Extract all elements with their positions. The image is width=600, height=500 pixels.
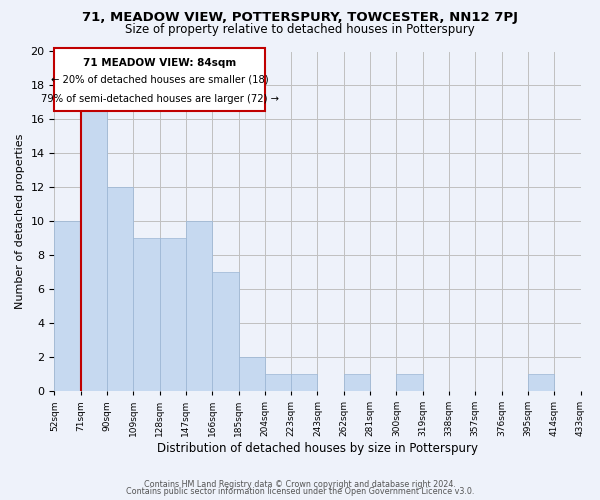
Text: 79% of semi-detached houses are larger (72) →: 79% of semi-detached houses are larger (…	[41, 94, 278, 104]
Bar	[160, 238, 186, 391]
Bar	[291, 374, 317, 391]
Bar	[212, 272, 239, 391]
Bar	[239, 357, 265, 391]
Bar	[528, 374, 554, 391]
Bar	[133, 238, 160, 391]
FancyBboxPatch shape	[55, 48, 265, 111]
Text: Contains public sector information licensed under the Open Government Licence v3: Contains public sector information licen…	[126, 488, 474, 496]
Text: ← 20% of detached houses are smaller (18): ← 20% of detached houses are smaller (18…	[51, 74, 268, 85]
Text: Size of property relative to detached houses in Potterspury: Size of property relative to detached ho…	[125, 24, 475, 36]
Bar	[81, 102, 107, 391]
Bar	[265, 374, 291, 391]
Bar	[344, 374, 370, 391]
Text: 71, MEADOW VIEW, POTTERSPURY, TOWCESTER, NN12 7PJ: 71, MEADOW VIEW, POTTERSPURY, TOWCESTER,…	[82, 12, 518, 24]
Bar	[55, 222, 81, 391]
Bar	[186, 222, 212, 391]
Text: Contains HM Land Registry data © Crown copyright and database right 2024.: Contains HM Land Registry data © Crown c…	[144, 480, 456, 489]
Bar	[397, 374, 422, 391]
Y-axis label: Number of detached properties: Number of detached properties	[15, 134, 25, 309]
Text: 71 MEADOW VIEW: 84sqm: 71 MEADOW VIEW: 84sqm	[83, 58, 236, 68]
X-axis label: Distribution of detached houses by size in Potterspury: Distribution of detached houses by size …	[157, 442, 478, 455]
Bar	[107, 188, 133, 391]
